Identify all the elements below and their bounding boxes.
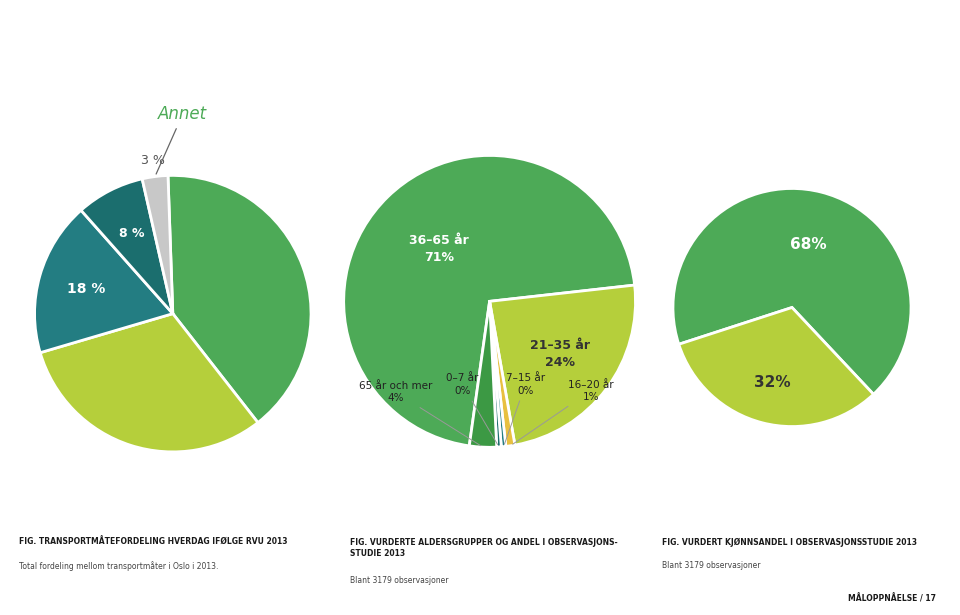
- Text: MÅLOPPNÅELSE / 17: MÅLOPPNÅELSE / 17: [848, 595, 936, 604]
- Text: Annet: Annet: [156, 105, 207, 174]
- Text: 7–15 år
0%: 7–15 år 0%: [505, 373, 545, 444]
- Wedge shape: [490, 301, 501, 447]
- Text: 18 %: 18 %: [67, 282, 106, 296]
- Wedge shape: [40, 314, 258, 452]
- Text: 31 %: 31 %: [129, 386, 167, 400]
- Text: FIG. VURDERT KJØNNSANDEL I OBSERVASJONSSTUDIE 2013: FIG. VURDERT KJØNNSANDEL I OBSERVASJONSS…: [662, 538, 918, 547]
- Text: FIG. VURDERTE ALDERSGRUPPER OG ANDEL I OBSERVASJONS-
STUDIE 2013: FIG. VURDERTE ALDERSGRUPPER OG ANDEL I O…: [350, 538, 618, 558]
- Wedge shape: [142, 175, 173, 314]
- Text: Blant 3179 observasjoner: Blant 3179 observasjoner: [662, 561, 761, 570]
- Wedge shape: [81, 179, 173, 314]
- Wedge shape: [35, 210, 173, 352]
- Text: Total fordeling mellom transportmåter i Oslo i 2013.: Total fordeling mellom transportmåter i …: [19, 561, 219, 571]
- Wedge shape: [679, 308, 874, 427]
- Text: 36–65 år
71%: 36–65 år 71%: [409, 234, 468, 264]
- Wedge shape: [469, 301, 496, 447]
- Text: 65 år och mer
4%: 65 år och mer 4%: [359, 381, 481, 446]
- Text: 16–20 år
1%: 16–20 år 1%: [513, 379, 613, 444]
- Text: 8 %: 8 %: [119, 227, 144, 240]
- Text: FIG. TRANSPORTMÅTEFORDELING HVERDAG IFØLGE RVU 2013: FIG. TRANSPORTMÅTEFORDELING HVERDAG IFØL…: [19, 538, 288, 547]
- Text: 32%: 32%: [755, 375, 791, 390]
- Text: 21–35 år
24%: 21–35 år 24%: [530, 339, 589, 369]
- Wedge shape: [490, 285, 636, 445]
- Text: 3 %: 3 %: [141, 154, 165, 167]
- Wedge shape: [490, 301, 506, 447]
- Wedge shape: [673, 188, 911, 394]
- Text: Blant 3179 observasjoner: Blant 3179 observasjoner: [350, 576, 449, 585]
- Wedge shape: [168, 175, 311, 423]
- Text: 0–7 år
0%: 0–7 år 0%: [446, 373, 497, 445]
- Text: 68%: 68%: [790, 237, 827, 252]
- Wedge shape: [344, 156, 635, 446]
- Wedge shape: [490, 301, 515, 446]
